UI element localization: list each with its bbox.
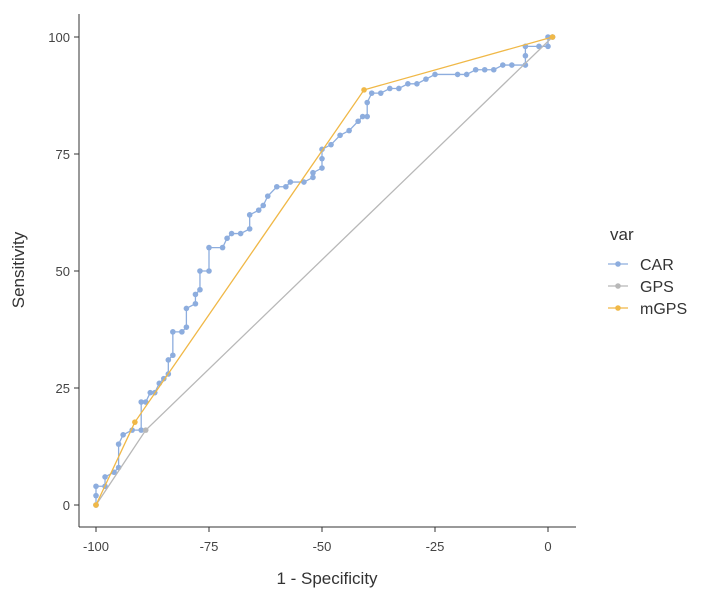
data-point-car [224, 235, 230, 242]
data-point-car [328, 141, 334, 148]
y-ticks: 0 25 50 75 100 [48, 30, 79, 513]
series-line-mgps [95, 36, 553, 506]
data-point-car [364, 99, 371, 106]
data-point-car [490, 66, 497, 73]
data-point-car [545, 43, 551, 50]
x-tick-label: 0 [544, 539, 551, 554]
y-tick-label: 25 [56, 381, 70, 396]
y-tick-label: 75 [56, 147, 70, 162]
data-point-car [359, 113, 366, 120]
series-mgps [93, 34, 556, 508]
data-point-car [319, 155, 325, 162]
data-point-car [206, 244, 212, 251]
legend-title: var [610, 225, 634, 244]
data-point-car [183, 324, 190, 330]
data-point-car [319, 165, 325, 171]
data-point-car [310, 174, 316, 181]
x-axis-label: 1 - Specificity [276, 569, 378, 588]
legend: var CAR GPS mGPS [608, 225, 687, 318]
data-point-car [197, 286, 203, 293]
data-point-car [255, 207, 262, 213]
data-point-car [463, 71, 470, 78]
data-point-mgps [93, 502, 99, 508]
data-point-car [192, 291, 199, 298]
data-point-car [346, 127, 352, 134]
data-point-car [481, 66, 488, 73]
x-tick-label: -50 [313, 539, 332, 554]
data-point-car [120, 432, 126, 438]
data-point-car [377, 90, 384, 96]
data-point-car [246, 212, 253, 218]
data-point-car [206, 268, 212, 274]
data-point-mgps [361, 87, 367, 93]
legend-label: mGPS [640, 301, 687, 318]
y-tick-label: 0 [63, 498, 70, 513]
data-point-car [500, 62, 506, 68]
data-point-car [509, 62, 515, 68]
data-point-car [414, 81, 420, 87]
data-point-car [454, 71, 461, 78]
data-point-car [115, 441, 122, 447]
data-point-car [170, 352, 176, 359]
y-tick-label: 100 [48, 30, 70, 45]
data-point-car [93, 492, 99, 499]
data-point-car [301, 179, 307, 185]
x-tick-label: -75 [200, 539, 219, 554]
data-point-car [192, 300, 199, 307]
data-point-mgps [132, 419, 138, 425]
plot-area [93, 34, 556, 508]
x-tick-label: -100 [83, 539, 109, 554]
data-point-car [138, 427, 144, 433]
data-point-mgps [549, 34, 556, 40]
x-ticks: -100 -75 -50 -25 0 [83, 527, 552, 554]
data-point-car [283, 183, 289, 190]
data-point-car [138, 399, 144, 405]
data-point-car [387, 85, 393, 92]
data-point-car [246, 226, 253, 232]
legend-label: CAR [640, 257, 674, 274]
data-point-car [165, 357, 172, 363]
data-point-car [396, 85, 402, 92]
data-point-gps [142, 427, 149, 433]
data-point-car [337, 132, 343, 139]
data-point-car [368, 90, 375, 96]
series-line-car [95, 36, 553, 505]
legend-key-point [615, 283, 621, 289]
data-point-car [472, 66, 479, 73]
data-point-car [522, 52, 529, 59]
y-tick-label: 50 [56, 264, 70, 279]
data-point-car [183, 305, 190, 312]
data-point-car [274, 183, 280, 190]
data-point-car [197, 268, 203, 274]
data-point-car [237, 230, 244, 237]
data-point-car [219, 244, 226, 251]
data-point-car [179, 329, 185, 335]
series-car [93, 34, 556, 508]
series-line-gps [95, 36, 553, 506]
x-tick-label: -25 [426, 539, 445, 554]
data-point-car [170, 329, 176, 335]
data-point-car [405, 81, 411, 87]
legend-key-point [615, 261, 621, 267]
data-point-car [536, 43, 542, 50]
data-point-car [228, 230, 235, 237]
legend-key-point [615, 305, 621, 311]
data-point-car [432, 71, 438, 78]
data-point-car [147, 389, 154, 396]
data-point-car [364, 113, 371, 120]
data-point-car [355, 118, 361, 125]
data-point-car [423, 76, 429, 82]
data-point-car [287, 179, 294, 185]
data-point-car [260, 202, 267, 209]
series-gps [93, 34, 556, 508]
data-point-car [102, 474, 108, 480]
data-point-car [310, 169, 316, 176]
data-point-car [93, 483, 99, 490]
data-point-car [264, 193, 271, 199]
y-axis-label: Sensitivity [9, 231, 28, 308]
legend-label: GPS [640, 279, 674, 296]
